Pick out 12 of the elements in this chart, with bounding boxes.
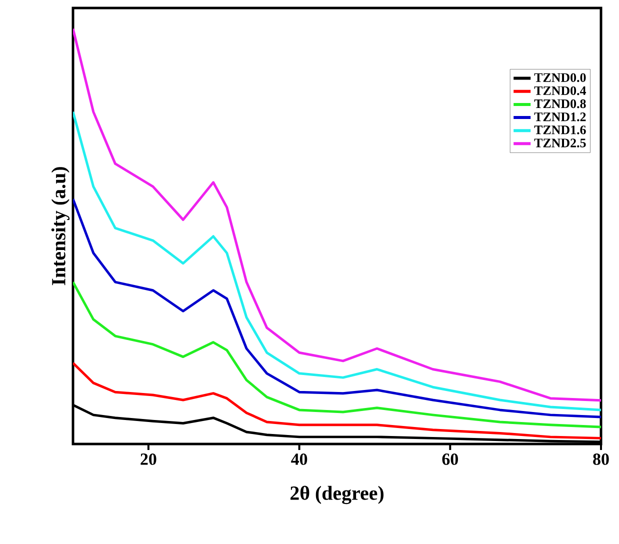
- legend-label: TZND0.8: [534, 99, 586, 108]
- y-axis-title: Intensity (a.u): [51, 167, 70, 286]
- x-tick-label: 40: [291, 453, 308, 465]
- legend-label: TZND1.6: [534, 126, 586, 134]
- x-tick-label: 20: [140, 453, 156, 465]
- legend-label: TZND0.0: [534, 73, 586, 82]
- legend-label: TZND1.2: [534, 112, 586, 122]
- x-tick-label: 60: [442, 453, 458, 465]
- legend-label: TZND2.5: [534, 138, 586, 148]
- x-axis-title: 2θ (degree): [290, 486, 384, 504]
- x-tick-label: 80: [593, 453, 609, 465]
- legend-label: TZND0.4: [534, 86, 586, 96]
